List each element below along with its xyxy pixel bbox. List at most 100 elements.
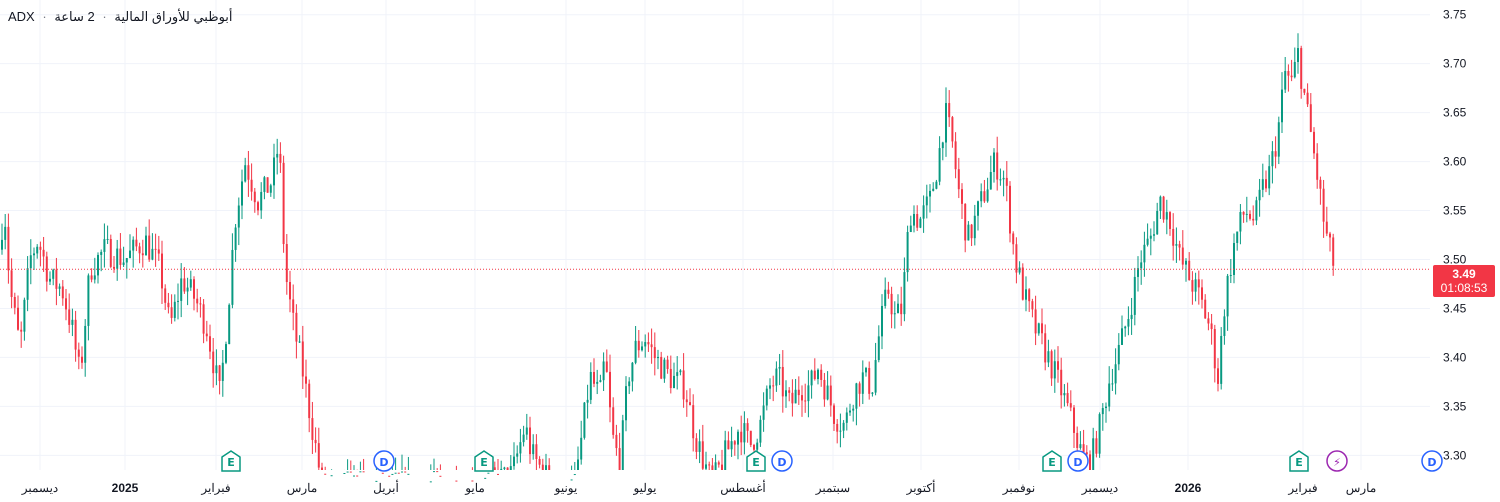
candle-body xyxy=(1005,177,1008,186)
candle-body xyxy=(1079,444,1082,448)
price-axis[interactable]: 3.75 3.70 3.65 3.60 3.55 3.50 3.45 3.40 3.35 3.30 xyxy=(1443,8,1467,463)
candle-body xyxy=(493,467,496,470)
candle-body xyxy=(945,103,947,143)
candle-body xyxy=(298,341,301,343)
split-icon[interactable]: ⚡ xyxy=(1326,450,1348,472)
candle-body xyxy=(1060,369,1063,396)
candle-body xyxy=(1169,212,1171,229)
y-tick-label: 3.35 xyxy=(1443,399,1467,413)
candle-body xyxy=(228,304,231,345)
candle-body xyxy=(106,238,109,240)
candle-body xyxy=(135,239,138,247)
candle-body xyxy=(263,177,266,192)
dividend-icon[interactable]: D xyxy=(771,450,793,472)
y-tick-label: 3.55 xyxy=(1443,204,1467,218)
candle-body xyxy=(484,477,487,479)
earnings-icon[interactable]: E xyxy=(746,450,766,472)
candle-body xyxy=(84,325,87,363)
candle-body xyxy=(861,372,864,394)
candle-body xyxy=(308,383,311,419)
x-tick-label: ديسمبر xyxy=(1081,481,1119,495)
earnings-icon[interactable]: E xyxy=(1042,450,1062,472)
candle-body xyxy=(157,249,160,254)
event-markers[interactable]: E D E E D E D E ⚡ D xyxy=(221,450,1443,472)
candle-body xyxy=(810,370,813,386)
candle-body xyxy=(1133,276,1136,315)
candle-body xyxy=(1162,196,1165,220)
candle-body xyxy=(788,390,791,393)
candle-body xyxy=(1018,267,1021,273)
candle-body xyxy=(973,215,976,239)
x-tick-label: يوليو xyxy=(632,481,656,495)
candle-body xyxy=(1332,237,1335,266)
candle-body xyxy=(647,342,650,345)
candle-body xyxy=(625,386,627,421)
candle-body xyxy=(637,340,640,351)
dividend-icon[interactable]: D xyxy=(1421,450,1443,472)
candle-body xyxy=(321,467,323,470)
candle-body xyxy=(173,301,176,318)
candle-body xyxy=(669,368,672,389)
candle-body xyxy=(1175,244,1178,246)
time-axis[interactable]: ديسمبر 2025 فبراير مارس أبريل مايو يونيو يوليو أ… xyxy=(21,480,1377,495)
x-tick-label: أغسطس xyxy=(720,480,765,495)
candle-body xyxy=(1316,153,1319,180)
candle-body xyxy=(1021,267,1024,300)
candle-body xyxy=(929,190,931,197)
candle-body xyxy=(1130,314,1133,320)
candle-body xyxy=(794,389,797,404)
candle-body xyxy=(1233,242,1235,276)
timeframe-label: 2 ساعة xyxy=(54,9,95,24)
candle-body xyxy=(769,385,771,389)
chart-title[interactable]: ADX · أبوظبي للأوراق المالية · 2 ساعة xyxy=(8,9,233,25)
candle-body xyxy=(791,392,794,404)
candle-body xyxy=(884,289,887,306)
candle-body xyxy=(996,152,999,180)
candle-body xyxy=(225,344,227,363)
candle-body xyxy=(721,464,723,470)
earnings-icon[interactable]: E xyxy=(1289,450,1309,472)
candle-body xyxy=(1178,244,1181,248)
candle-body xyxy=(913,214,915,226)
event-marker-label: E xyxy=(227,456,235,469)
candle-body xyxy=(1031,301,1034,310)
candle-body xyxy=(65,298,67,310)
candle-body xyxy=(529,427,531,455)
candle-body xyxy=(122,262,125,265)
dividend-icon[interactable]: D xyxy=(373,450,395,472)
candle-body xyxy=(346,471,349,473)
x-tick-label: فبراير xyxy=(1287,481,1317,495)
candle-body xyxy=(737,431,739,445)
candle-body xyxy=(394,472,397,474)
candle-body xyxy=(292,299,295,313)
candle-body xyxy=(177,300,179,302)
candle-body xyxy=(849,410,851,413)
y-tick-label: 3.30 xyxy=(1443,448,1467,462)
candle-body xyxy=(573,474,576,476)
candle-body xyxy=(772,385,775,387)
candle-body xyxy=(756,442,759,450)
candle-body xyxy=(881,305,883,337)
candle-body xyxy=(215,365,218,374)
candle-body xyxy=(180,278,183,301)
event-marker-label: E xyxy=(480,456,488,469)
candle-body xyxy=(1165,212,1168,220)
candle-body xyxy=(305,376,307,384)
y-tick-label: 3.70 xyxy=(1443,57,1467,71)
candle-body xyxy=(1153,234,1155,236)
candle-body xyxy=(903,272,906,315)
earnings-icon[interactable]: E xyxy=(474,450,494,472)
candle-body xyxy=(7,226,10,271)
candle-body xyxy=(957,169,960,190)
candle-body xyxy=(935,181,938,189)
earnings-icon[interactable]: E xyxy=(221,450,241,472)
dividend-icon[interactable]: D xyxy=(1067,450,1089,472)
candle-body xyxy=(1325,221,1328,234)
candle-body xyxy=(36,246,39,254)
candle-body xyxy=(1009,185,1011,234)
x-tick-label: مارس xyxy=(1346,481,1377,495)
candle-body xyxy=(925,196,928,206)
candle-body xyxy=(730,441,733,450)
candle-body xyxy=(407,473,410,475)
